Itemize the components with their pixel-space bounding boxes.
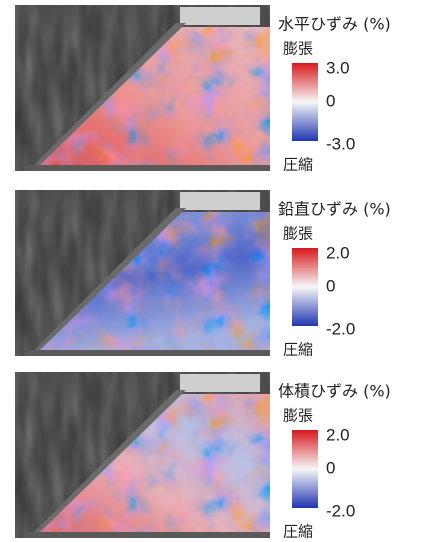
compression-label: 圧縮 xyxy=(283,156,313,174)
colorbar xyxy=(292,248,318,326)
expansion-label: 膨張 xyxy=(283,40,313,58)
base-edge xyxy=(28,165,270,171)
base-edge xyxy=(28,532,270,538)
compression-label: 圧縮 xyxy=(283,523,313,541)
photo-top-equipment xyxy=(180,374,260,392)
expansion-label: 膨張 xyxy=(283,225,313,243)
colorbar-tick-label: 2.0 xyxy=(326,425,350,444)
photo-top-equipment xyxy=(180,192,260,210)
panel-title: 体積ひずみ (%) xyxy=(278,382,391,401)
colorbar-tick-label: 2.0 xyxy=(326,243,350,262)
base-edge xyxy=(28,350,270,356)
colorbar-tick-label: 0 xyxy=(326,458,335,477)
panel-title: 水平ひずみ (%) xyxy=(278,15,391,34)
figure: 水平ひずみ (%)膨張圧縮3.00-3.0鉛直ひずみ (%)膨張圧縮2.00-2… xyxy=(0,0,424,542)
compression-label: 圧縮 xyxy=(283,341,313,359)
colorbar xyxy=(292,430,318,508)
colorbar-tick-label: -2.0 xyxy=(326,319,355,338)
photo-top-equipment xyxy=(180,7,260,25)
panel-title: 鉛直ひずみ (%) xyxy=(278,200,391,219)
colorbar xyxy=(292,63,318,141)
colorbar-tick-label: 0 xyxy=(326,91,335,110)
colorbar-tick-label: -3.0 xyxy=(326,134,355,153)
colorbar-tick-label: -2.0 xyxy=(326,501,355,520)
colorbar-tick-label: 0 xyxy=(326,276,335,295)
expansion-label: 膨張 xyxy=(283,407,313,425)
colorbar-tick-label: 3.0 xyxy=(326,58,350,77)
